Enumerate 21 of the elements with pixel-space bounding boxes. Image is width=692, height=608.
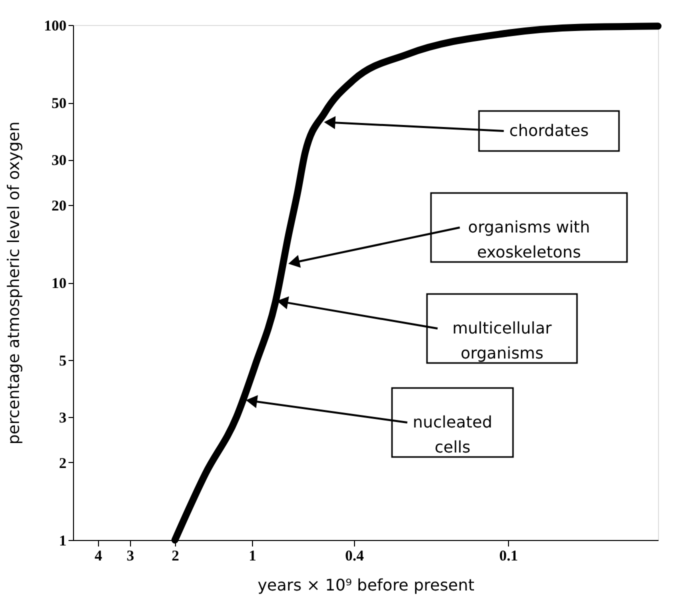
annotation: nucleated cells [412,412,492,456]
x-tick-label: 0.1 [499,548,518,564]
annotation: multicellular organisms [452,318,552,362]
y-tick-label: 10 [52,276,66,292]
y-tick-label: 20 [52,198,66,214]
x-tick-label: 1 [248,548,256,564]
y-tick-label: 30 [52,153,66,170]
x-tick-label: 3 [126,548,134,564]
y-tick-label: 2 [59,456,66,472]
x-axis-title: years × 10⁹ before present [258,576,474,594]
x-tick-label: 0.4 [345,548,364,564]
y-axis-title: percentage atmospheric level of oxygen [4,121,23,445]
y-tick-label: 1 [59,534,66,550]
annotation: chordates [509,121,589,140]
x-tick-label: 4 [94,548,103,564]
annotation: organisms with exoskeletons [468,218,590,262]
x-tick-label: 2 [172,548,180,564]
y-tick-label: 3 [59,410,66,427]
y-tick-label: 5 [59,354,66,370]
y-tick-label: 50 [52,96,66,112]
y-tick-label: 100 [44,18,66,34]
